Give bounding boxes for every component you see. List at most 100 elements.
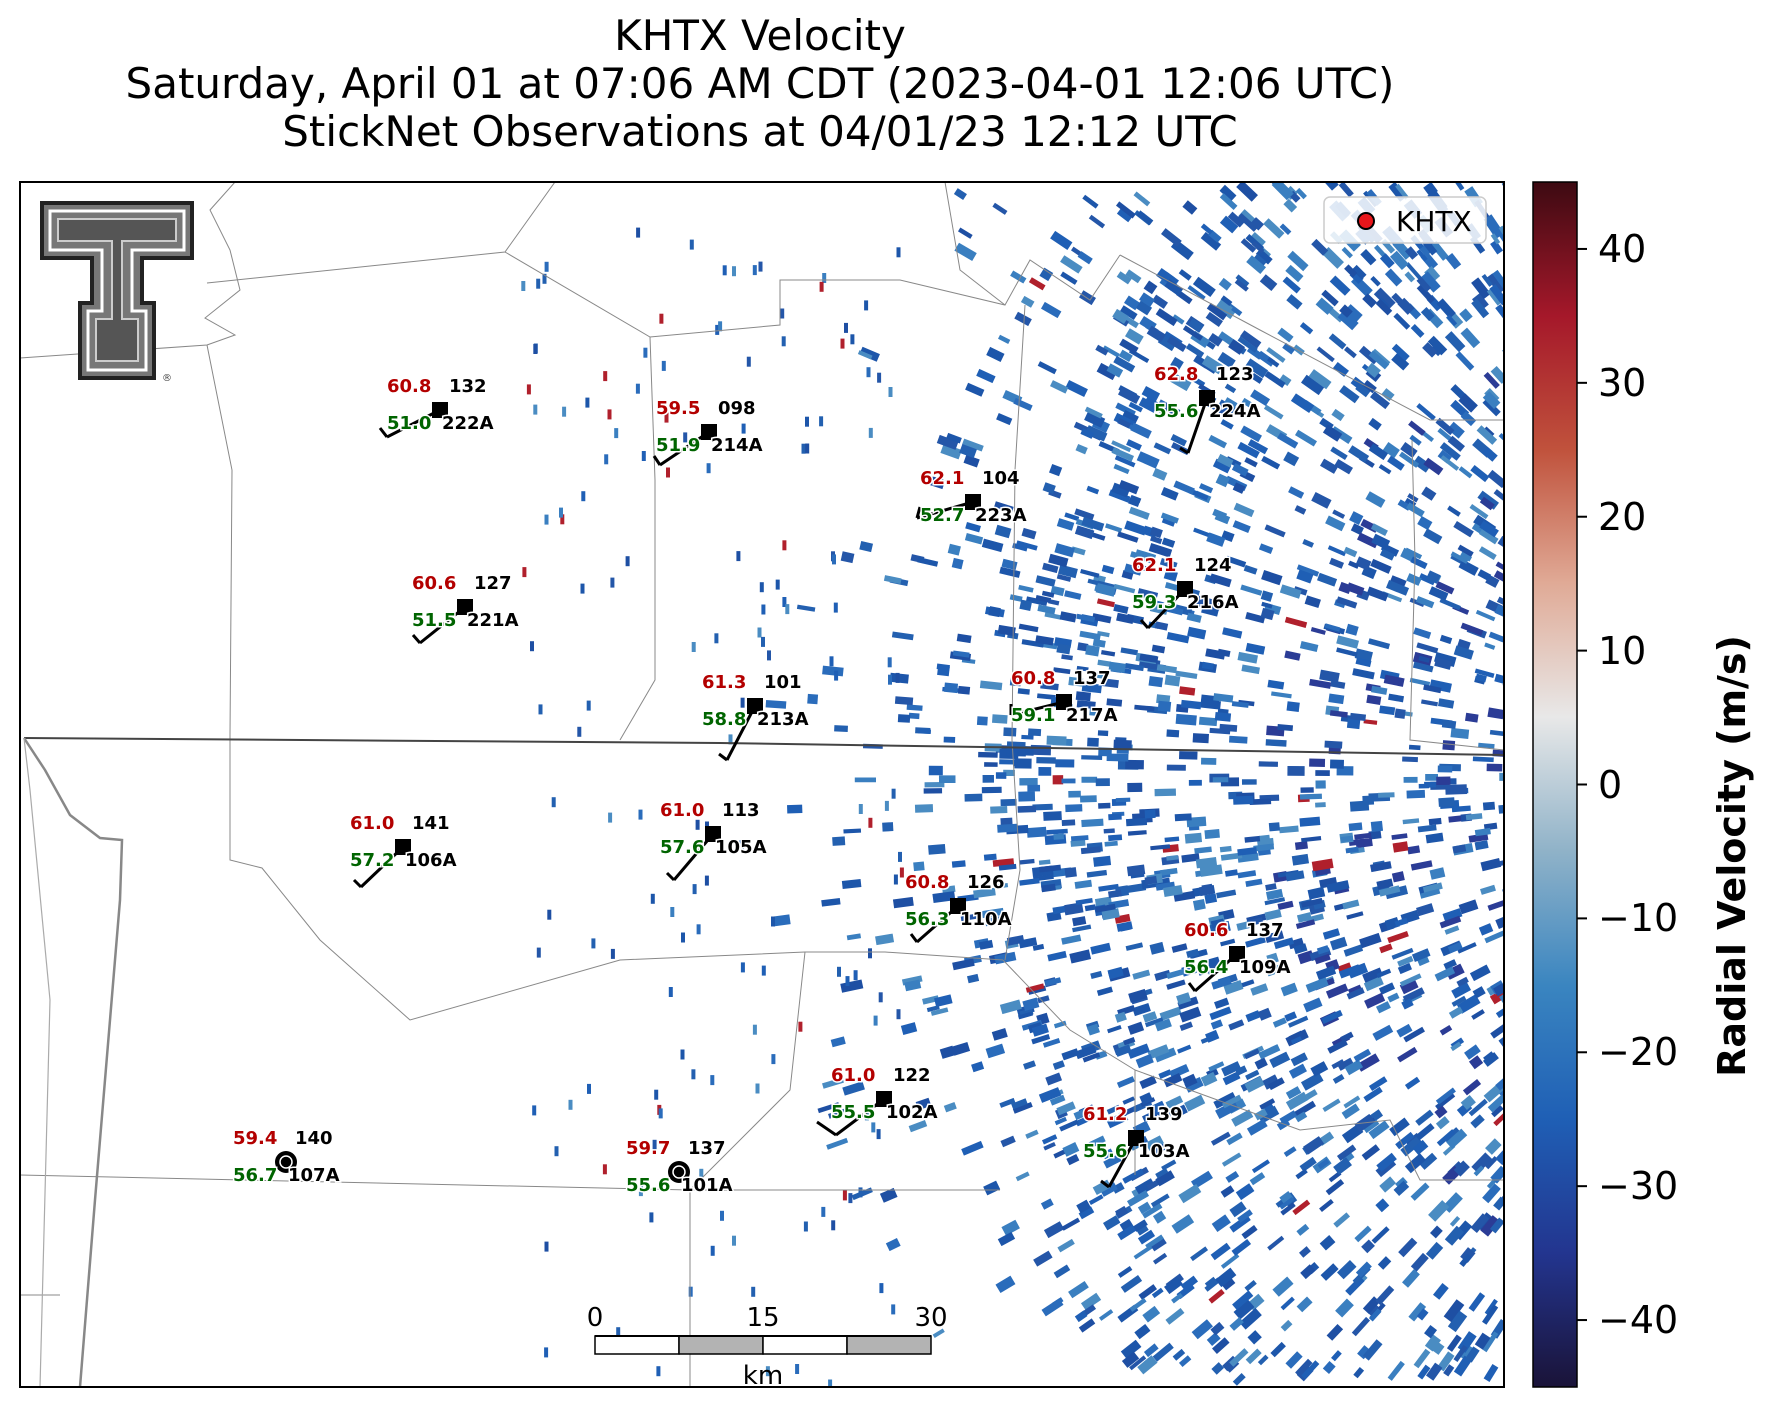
station-temperature: 61.0 xyxy=(660,800,704,821)
colorbar-label: Radial Velocity (m/s) xyxy=(1710,635,1754,1077)
station-dewpoint: 51.0 xyxy=(387,413,431,434)
station-dewpoint: 51.9 xyxy=(656,435,700,456)
station-id: 107A xyxy=(288,1165,340,1186)
colorbar-tick-label: −20 xyxy=(1598,1030,1679,1075)
wind-barb-icon xyxy=(915,500,974,520)
station-temperature: 59.5 xyxy=(656,398,700,419)
station-marker-icon xyxy=(1229,946,1245,962)
station-marker-icon xyxy=(1199,390,1215,406)
station-id: 109A xyxy=(1239,957,1291,978)
station-216A: 62.1 124 59.3 216A xyxy=(1131,554,1240,630)
station-temperature: 59.4 xyxy=(233,1128,277,1149)
scale-tick-15: 15 xyxy=(746,1303,779,1333)
figure-title: KHTX Velocity Saturday, April 01 at 07:0… xyxy=(0,12,1520,156)
station-222A: 60.8 132 51.0 222A xyxy=(378,375,495,439)
station-dewpoint: 55.6 xyxy=(626,1175,670,1196)
station-pressure: 141 xyxy=(412,813,450,834)
colorbar-tick-label: −40 xyxy=(1598,1298,1679,1343)
station-temperature: 61.0 xyxy=(831,1065,875,1086)
wind-barb-icon xyxy=(1179,397,1209,455)
station-temperature: 61.2 xyxy=(1083,1104,1127,1125)
colorbar-tick-label: −30 xyxy=(1598,1164,1679,1209)
station-101A: 59.7 137 55.6 101A xyxy=(625,1137,735,1198)
colorbar xyxy=(1532,181,1587,1388)
station-dewpoint: 59.1 xyxy=(1011,705,1055,726)
station-pressure: 122 xyxy=(893,1065,931,1086)
colorbar-tick-label: 20 xyxy=(1598,494,1647,539)
station-pressure: 123 xyxy=(1216,364,1254,385)
station-pressure: 137 xyxy=(1073,668,1111,689)
station-dewpoint: 57.2 xyxy=(350,850,394,871)
station-224A: 62.8 123 55.6 224A xyxy=(1153,363,1262,455)
station-dewpoint: 57.6 xyxy=(660,837,704,858)
station-id: 106A xyxy=(405,850,457,871)
station-temperature: 60.8 xyxy=(387,376,431,397)
station-pressure: 140 xyxy=(295,1128,333,1149)
station-103A: 61.2 139 55.6 103A xyxy=(1082,1103,1191,1189)
station-dewpoint: 51.5 xyxy=(412,610,456,631)
station-temperature: 62.1 xyxy=(920,468,964,489)
station-marker-icon xyxy=(876,1091,892,1107)
calm-wind-marker-icon xyxy=(275,1151,297,1173)
station-dewpoint: 55.6 xyxy=(1083,1141,1127,1162)
wind-barb-icon xyxy=(1009,700,1065,717)
station-id: 101A xyxy=(681,1175,733,1196)
legend-box: KHTX xyxy=(1323,196,1487,244)
station-id: 213A xyxy=(757,709,809,730)
logo: ® xyxy=(40,201,194,384)
station-id: 105A xyxy=(715,837,767,858)
station-marker-icon xyxy=(705,826,721,842)
station-pressure: 098 xyxy=(718,398,756,419)
station-marker-icon xyxy=(965,494,981,510)
station-id: 224A xyxy=(1209,401,1261,422)
calm-wind-marker-icon xyxy=(668,1161,690,1183)
station-dewpoint: 56.7 xyxy=(233,1165,277,1186)
wind-barb-icon xyxy=(718,705,757,762)
wind-barb-icon xyxy=(1100,1137,1138,1189)
station-temperature: 60.8 xyxy=(905,872,949,893)
state-boundaries xyxy=(22,737,1504,1387)
station-marker-icon xyxy=(1056,694,1072,710)
wind-barb-icon xyxy=(652,430,710,467)
station-temperature: 61.3 xyxy=(702,672,746,693)
station-pressure: 137 xyxy=(1246,920,1284,941)
station-id: 102A xyxy=(886,1102,938,1123)
station-pressure: 137 xyxy=(688,1138,726,1159)
station-temperature: 62.1 xyxy=(1132,555,1176,576)
title-line-2: Saturday, April 01 at 07:06 AM CDT (2023… xyxy=(125,59,1395,108)
station-id: 103A xyxy=(1138,1141,1190,1162)
colorbar-tick-label: 10 xyxy=(1598,628,1647,673)
station-id: 110A xyxy=(960,909,1012,930)
station-213A: 61.3 101 58.8 213A xyxy=(701,671,810,762)
station-dewpoint: 56.3 xyxy=(905,909,949,930)
station-106A: 61.0 141 57.2 106A xyxy=(349,812,458,889)
station-dewpoint: 55.5 xyxy=(831,1102,875,1123)
colorbar-tick-label: 0 xyxy=(1598,762,1623,807)
station-id: 222A xyxy=(442,413,494,434)
station-dewpoint: 55.6 xyxy=(1154,401,1198,422)
station-temperature: 60.6 xyxy=(1184,920,1228,941)
station-pressure: 101 xyxy=(764,672,802,693)
legend-label: KHTX xyxy=(1396,205,1472,238)
station-dewpoint: 56.4 xyxy=(1184,957,1228,978)
station-marker-icon xyxy=(747,698,763,714)
station-pressure: 127 xyxy=(474,573,512,594)
station-pressure: 139 xyxy=(1145,1104,1183,1125)
colorbar-tick-label: 40 xyxy=(1598,226,1647,271)
station-dewpoint: 52.7 xyxy=(920,505,964,526)
county-boundaries xyxy=(20,182,1504,1387)
title-line-1: KHTX Velocity xyxy=(614,11,906,60)
scale-tick-0: 0 xyxy=(587,1303,604,1333)
station-temperature: 60.8 xyxy=(1011,668,1055,689)
station-pressure: 104 xyxy=(982,468,1020,489)
scale-bar: 0 15 30 km xyxy=(587,1303,948,1391)
station-102A: 61.0 122 55.5 102A xyxy=(816,1064,939,1137)
station-pressure: 132 xyxy=(449,376,487,397)
station-110A: 60.8 126 56.3 110A xyxy=(904,871,1013,944)
station-109A: 60.6 137 56.4 109A xyxy=(1183,919,1292,993)
radar-velocity-field xyxy=(521,182,1504,1387)
station-marker-icon xyxy=(457,599,473,615)
station-marker-icon xyxy=(950,898,966,914)
svg-text:®: ® xyxy=(162,373,172,384)
